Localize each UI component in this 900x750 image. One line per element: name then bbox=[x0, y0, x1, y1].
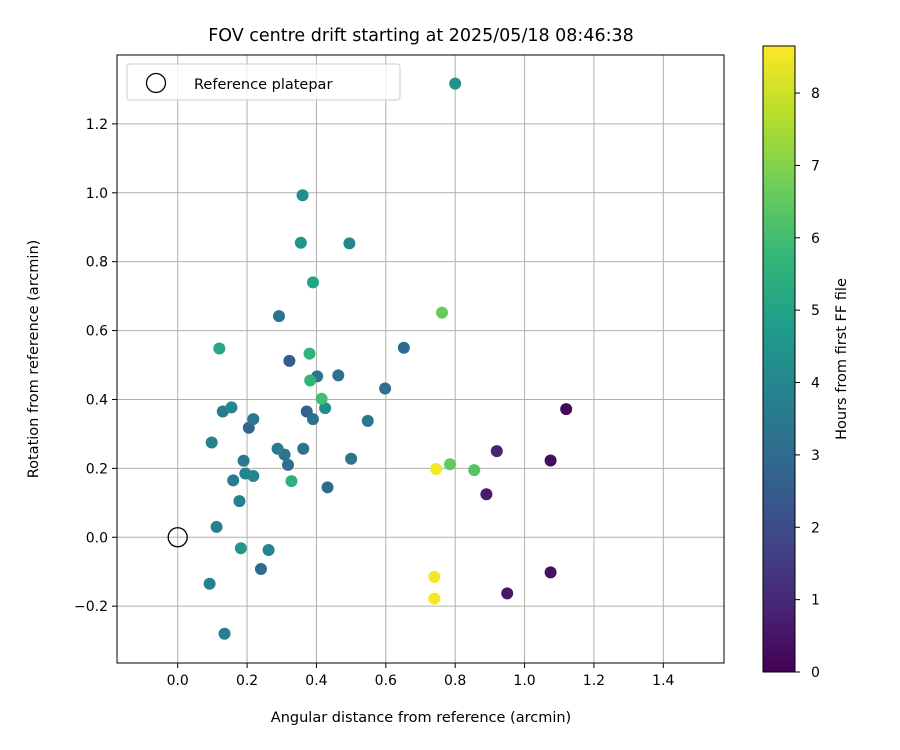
x-tick-label: 1.0 bbox=[513, 673, 535, 689]
colorbar-tick-label: 7 bbox=[811, 158, 820, 174]
data-point bbox=[205, 436, 218, 449]
x-tick-label: 0.4 bbox=[305, 673, 327, 689]
data-point bbox=[254, 562, 267, 575]
data-point bbox=[379, 382, 392, 395]
data-point bbox=[449, 77, 462, 90]
data-point bbox=[282, 458, 295, 471]
data-point bbox=[321, 481, 334, 494]
legend-entry-label: Reference platepar bbox=[194, 77, 332, 93]
data-point bbox=[225, 401, 238, 414]
y-tick-label: 0.8 bbox=[86, 255, 108, 271]
data-point bbox=[315, 392, 328, 405]
data-point bbox=[343, 237, 356, 250]
data-point bbox=[294, 236, 307, 249]
chart-title: FOV centre drift starting at 2025/05/18 … bbox=[208, 26, 634, 46]
data-point bbox=[233, 495, 246, 508]
data-points bbox=[203, 77, 573, 640]
reference-platepar-marker bbox=[167, 527, 188, 548]
data-point bbox=[210, 520, 223, 533]
colorbar-tick-label: 3 bbox=[811, 448, 820, 464]
data-point bbox=[227, 474, 240, 487]
data-point bbox=[213, 342, 226, 355]
data-point bbox=[319, 402, 332, 415]
colorbar: 0 1 2 3 4 5 6 7 8 Hours from first FF file bbox=[762, 45, 850, 681]
data-point bbox=[203, 577, 216, 590]
y-tick-label: 0.4 bbox=[86, 392, 108, 408]
data-point bbox=[332, 369, 345, 382]
x-axis-label: Angular distance from reference (arcmin) bbox=[271, 710, 571, 726]
colorbar-ticks: 0 1 2 3 4 5 6 7 8 bbox=[795, 86, 820, 681]
data-point bbox=[247, 469, 260, 482]
legend: Reference platepar bbox=[126, 63, 401, 101]
legend-box bbox=[126, 63, 401, 101]
plot-area bbox=[117, 55, 724, 663]
grid bbox=[117, 55, 724, 663]
data-point bbox=[247, 413, 260, 426]
data-point bbox=[303, 347, 316, 360]
x-tick-label: 0.0 bbox=[167, 673, 189, 689]
data-point bbox=[560, 403, 573, 416]
colorbar-tick-label: 0 bbox=[811, 665, 820, 681]
y-tick-label: 0.2 bbox=[86, 461, 108, 477]
y-tick-label: −0.2 bbox=[74, 599, 108, 615]
data-point bbox=[285, 475, 298, 488]
data-point bbox=[283, 354, 296, 367]
colorbar-tick-label: 2 bbox=[811, 520, 820, 536]
data-point bbox=[443, 458, 456, 471]
data-point bbox=[468, 464, 481, 477]
plot-frame bbox=[116, 54, 725, 664]
data-point bbox=[272, 310, 285, 323]
data-point bbox=[306, 276, 319, 289]
data-point bbox=[428, 570, 441, 583]
x-tick-label: 0.6 bbox=[375, 673, 397, 689]
y-tick-label: 0.6 bbox=[86, 324, 108, 340]
data-point bbox=[304, 374, 317, 387]
data-point bbox=[501, 587, 514, 600]
colorbar-tick-label: 1 bbox=[811, 593, 820, 609]
x-axis-ticks: 0.0 0.2 0.4 0.6 0.8 1.0 1.2 1.4 bbox=[167, 663, 675, 689]
data-point bbox=[237, 454, 250, 467]
reference-marker-layer bbox=[167, 527, 188, 548]
data-point bbox=[234, 542, 247, 555]
data-point bbox=[262, 544, 275, 557]
x-tick-label: 0.2 bbox=[236, 673, 258, 689]
colorbar-tick-label: 6 bbox=[811, 231, 820, 247]
data-point bbox=[544, 566, 557, 579]
colorbar-tick-label: 4 bbox=[811, 376, 820, 392]
colorbar-tick-label: 5 bbox=[811, 303, 820, 319]
data-point bbox=[436, 306, 449, 319]
data-point bbox=[296, 189, 309, 202]
data-point bbox=[430, 463, 443, 476]
data-point bbox=[480, 488, 493, 501]
x-tick-label: 1.2 bbox=[583, 673, 605, 689]
data-point bbox=[428, 592, 441, 605]
data-point bbox=[218, 627, 231, 640]
y-tick-label: 1.2 bbox=[86, 117, 108, 133]
data-point bbox=[306, 413, 319, 426]
data-point bbox=[361, 414, 374, 427]
colorbar-label: Hours from first FF file bbox=[834, 278, 850, 440]
legend-reference-marker bbox=[145, 72, 167, 94]
x-tick-label: 1.4 bbox=[652, 673, 674, 689]
data-point bbox=[397, 341, 410, 354]
data-point bbox=[271, 442, 284, 455]
y-axis-ticks: −0.2 0.0 0.2 0.4 0.6 0.8 1.0 1.2 bbox=[74, 117, 117, 615]
data-point bbox=[297, 442, 310, 455]
colorbar-fill bbox=[762, 45, 796, 673]
data-point bbox=[490, 445, 503, 458]
y-tick-label: 0.0 bbox=[86, 530, 108, 546]
y-tick-label: 1.0 bbox=[86, 186, 108, 202]
colorbar-tick-label: 8 bbox=[811, 86, 820, 102]
data-point bbox=[544, 454, 557, 467]
data-point bbox=[345, 452, 358, 465]
x-tick-label: 0.8 bbox=[444, 673, 466, 689]
y-axis-label: Rotation from reference (arcmin) bbox=[26, 240, 42, 479]
